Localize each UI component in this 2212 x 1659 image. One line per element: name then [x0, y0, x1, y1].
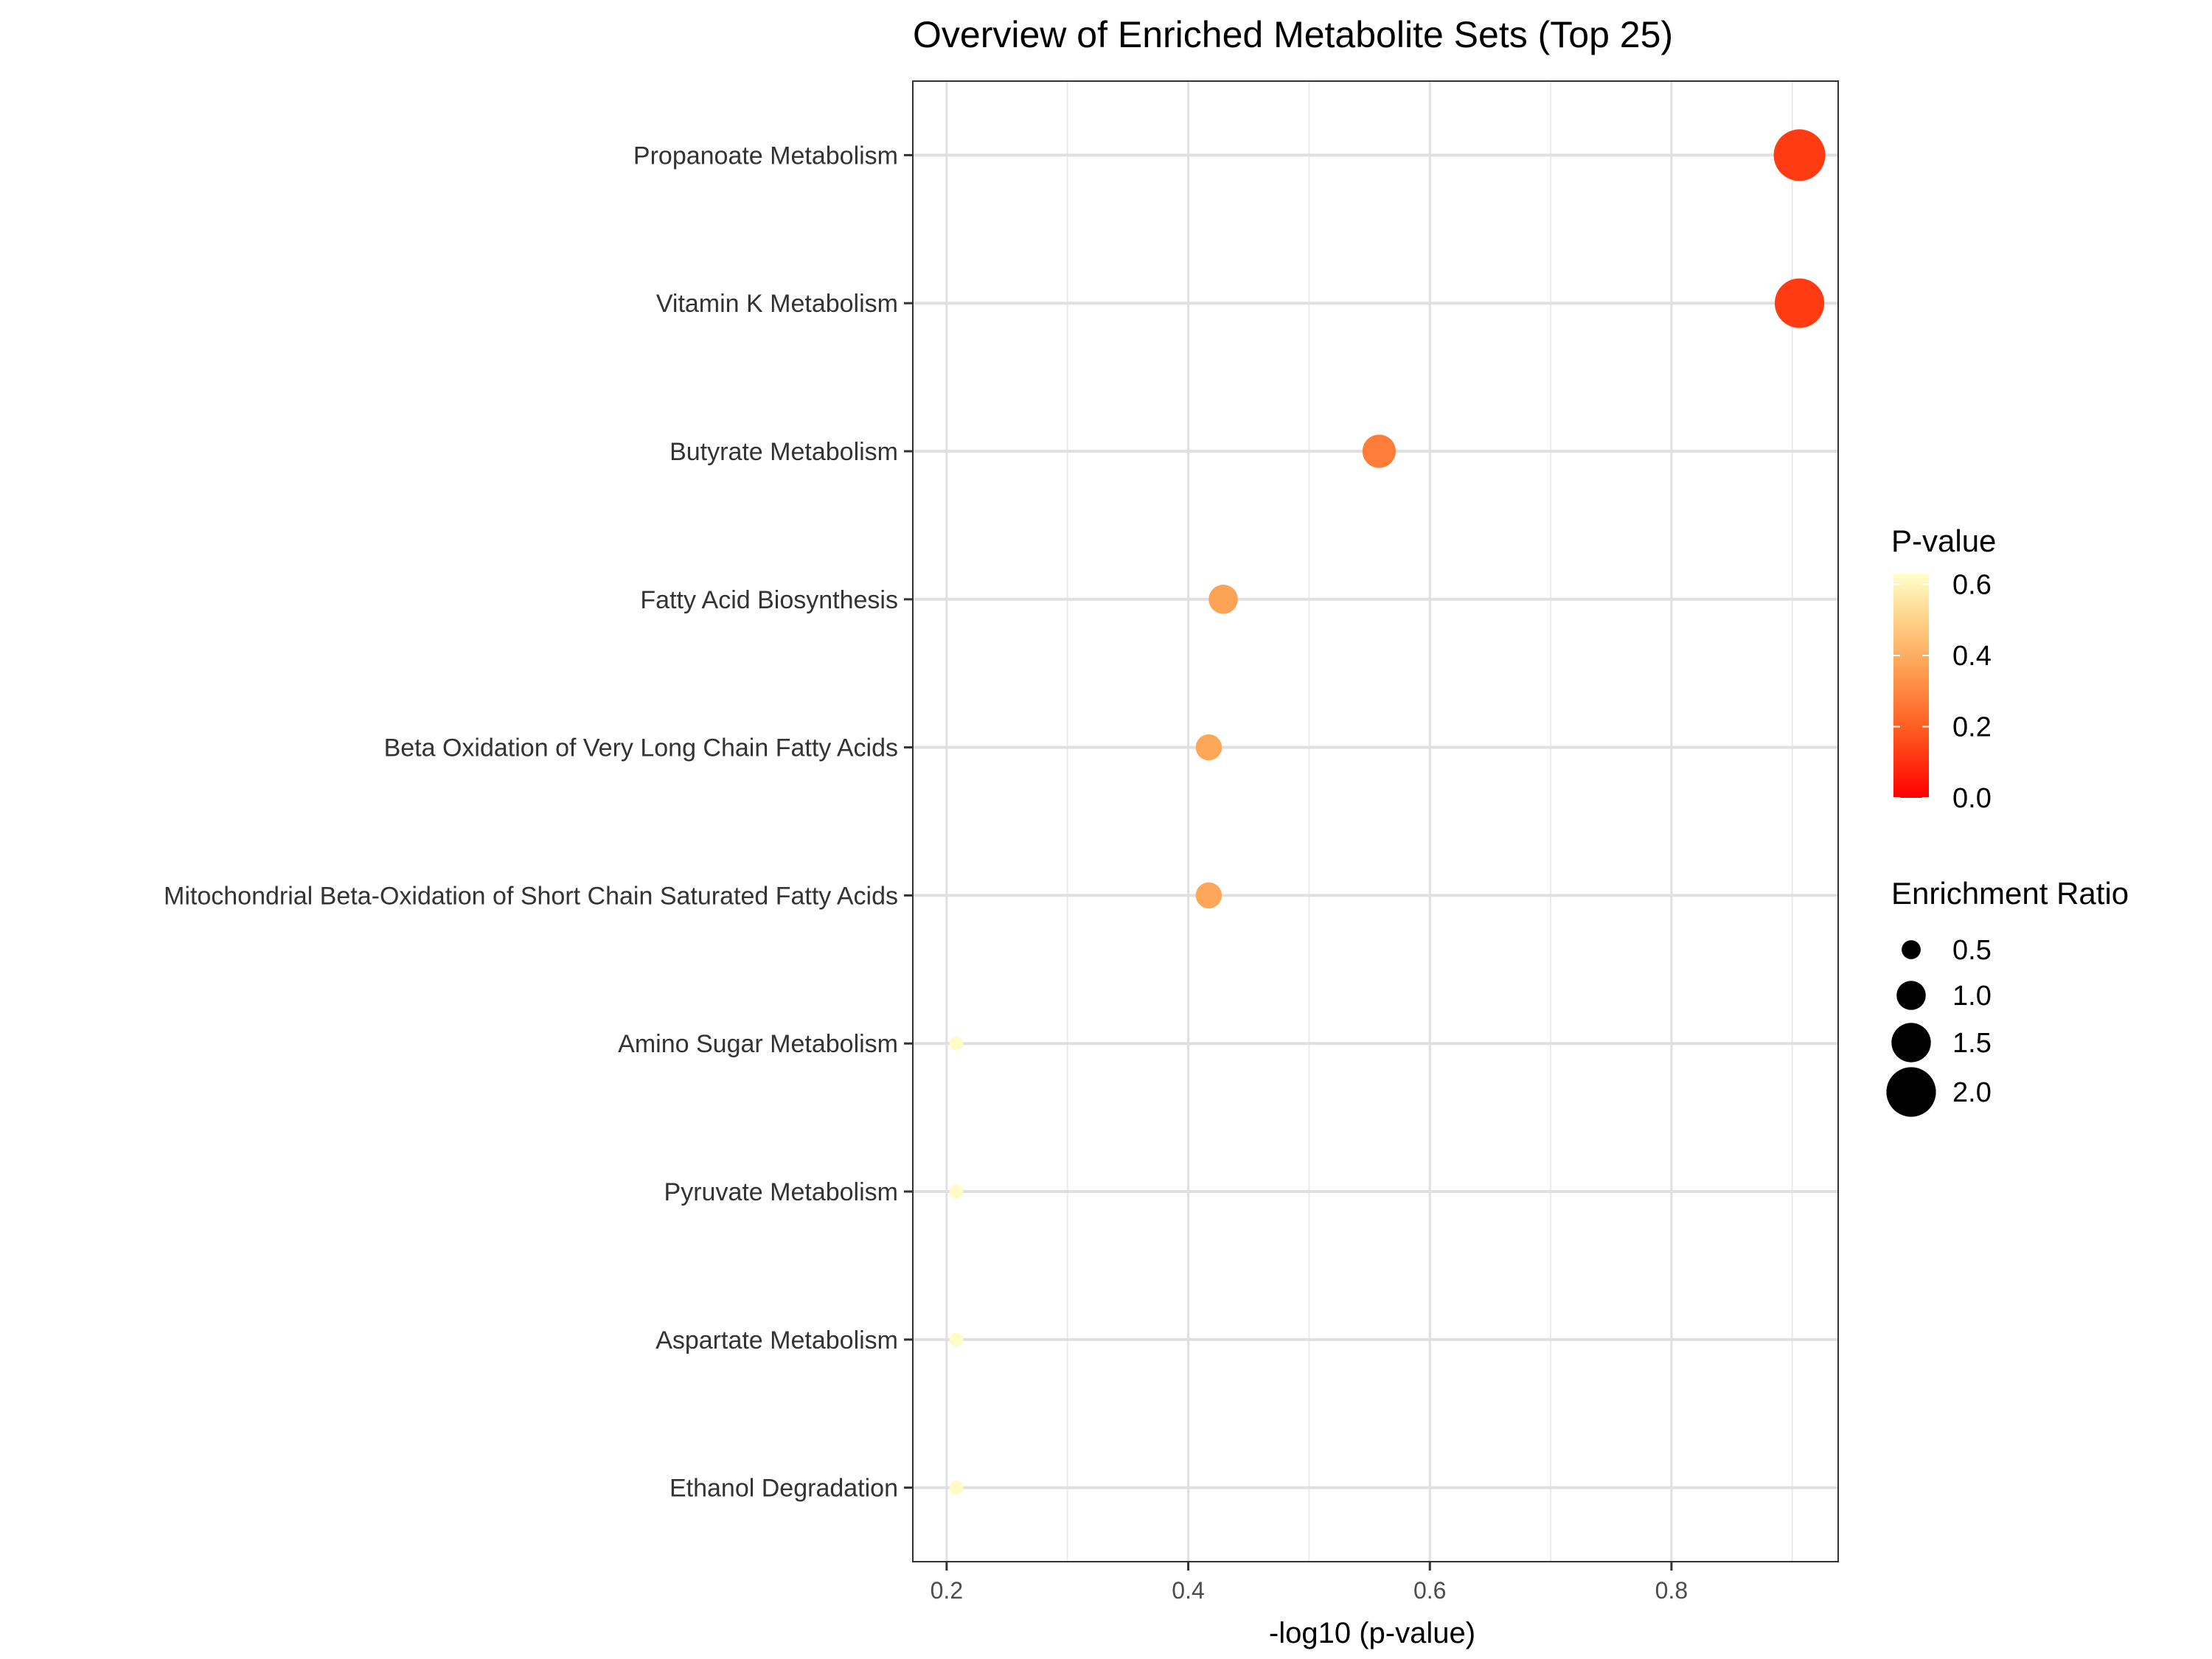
color-legend-title: P-value — [1891, 524, 1996, 558]
category-label: Ethanol Degradation — [669, 1475, 898, 1503]
data-point — [949, 1332, 964, 1347]
color-legend-label: 0.4 — [1952, 641, 1992, 672]
data-point — [949, 1036, 964, 1051]
data-point — [1773, 129, 1826, 181]
x-tick-label: 0.2 — [931, 1577, 963, 1604]
x-axis: 0.2 0.4 0.6 0.8 — [931, 1562, 1688, 1604]
chart-title: Overview of Enriched Metabolite Sets (To… — [913, 14, 1673, 55]
category-label: Butyrate Metabolism — [669, 438, 898, 466]
data-point — [1362, 434, 1396, 468]
data-point — [1195, 882, 1222, 909]
x-tick-label: 0.6 — [1413, 1577, 1446, 1604]
size-legend-key — [1886, 1067, 1936, 1117]
size-legend-label: 1.0 — [1952, 981, 1992, 1012]
x-tick-label: 0.4 — [1172, 1577, 1204, 1604]
panel-border — [912, 80, 1839, 1562]
y-axis: Propanoate Metabolism Vitamin K Metabolis… — [164, 142, 913, 1503]
color-legend-bar — [1893, 574, 1929, 798]
data-point — [1208, 585, 1238, 614]
size-legend-label: 0.5 — [1952, 935, 1992, 966]
data-point — [1774, 278, 1825, 328]
category-label: Mitochondrial Beta-Oxidation of Short Ch… — [164, 882, 898, 910]
category-label: Beta Oxidation of Very Long Chain Fatty … — [384, 734, 898, 762]
category-label: Pyruvate Metabolism — [664, 1178, 898, 1206]
color-legend-label: 0.0 — [1952, 783, 1992, 814]
category-label: Propanoate Metabolism — [633, 142, 898, 170]
size-legend-label: 1.5 — [1952, 1028, 1992, 1059]
data-point — [1195, 734, 1222, 761]
size-legend-key — [1902, 940, 1921, 959]
category-label: Amino Sugar Metabolism — [618, 1030, 898, 1058]
size-legend-label: 2.0 — [1952, 1077, 1992, 1108]
x-axis-title: -log10 (p-value) — [1269, 1617, 1475, 1649]
category-label: Vitamin K Metabolism — [656, 290, 898, 318]
size-legend-title: Enrichment Ratio — [1891, 876, 2129, 911]
plot-panel — [912, 80, 1839, 1562]
category-label: Fatty Acid Biosynthesis — [640, 586, 898, 614]
color-legend: P-value 0.0 0.2 0.4 0.6 — [1891, 524, 1996, 814]
x-tick-label: 0.8 — [1655, 1577, 1688, 1604]
data-point — [949, 1184, 964, 1199]
category-label: Aspartate Metabolism — [655, 1326, 898, 1354]
size-legend: Enrichment Ratio 0.5 1.0 1.5 2.0 — [1886, 876, 2129, 1117]
size-legend-key — [1896, 981, 1926, 1010]
color-legend-label: 0.6 — [1952, 569, 1992, 600]
data-points — [949, 129, 1826, 1495]
data-point — [949, 1481, 964, 1495]
size-legend-key — [1891, 1023, 1931, 1062]
color-legend-label: 0.2 — [1952, 712, 1992, 742]
